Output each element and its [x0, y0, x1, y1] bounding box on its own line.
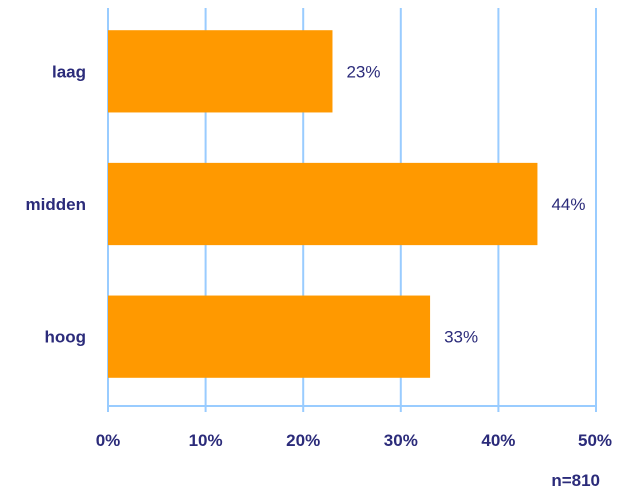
x-tick-label-0: 0% [96, 431, 121, 450]
data-labels: 23% 44% 33% [346, 62, 585, 346]
x-tick-label-3: 30% [384, 431, 418, 450]
category-label-hoog: hoog [44, 328, 86, 347]
bar-laag [108, 30, 333, 113]
x-tick-labels: 0% 10% 20% 30% 40% 50% [96, 431, 612, 450]
data-label-midden: 44% [551, 195, 585, 214]
category-label-midden: midden [26, 195, 86, 214]
x-tick-label-2: 20% [286, 431, 320, 450]
bar-midden [108, 162, 538, 246]
bars [108, 30, 538, 378]
x-tick-label-1: 10% [189, 431, 223, 450]
x-tick-label-5: 50% [578, 431, 612, 450]
bar-hoog [108, 295, 431, 378]
category-labels: laag midden hoog [26, 62, 86, 346]
x-tick-label-4: 40% [481, 431, 515, 450]
data-label-hoog: 33% [444, 328, 478, 347]
data-label-laag: 23% [346, 62, 380, 81]
sample-size-note: n=810 [551, 471, 600, 489]
category-label-laag: laag [52, 62, 86, 81]
